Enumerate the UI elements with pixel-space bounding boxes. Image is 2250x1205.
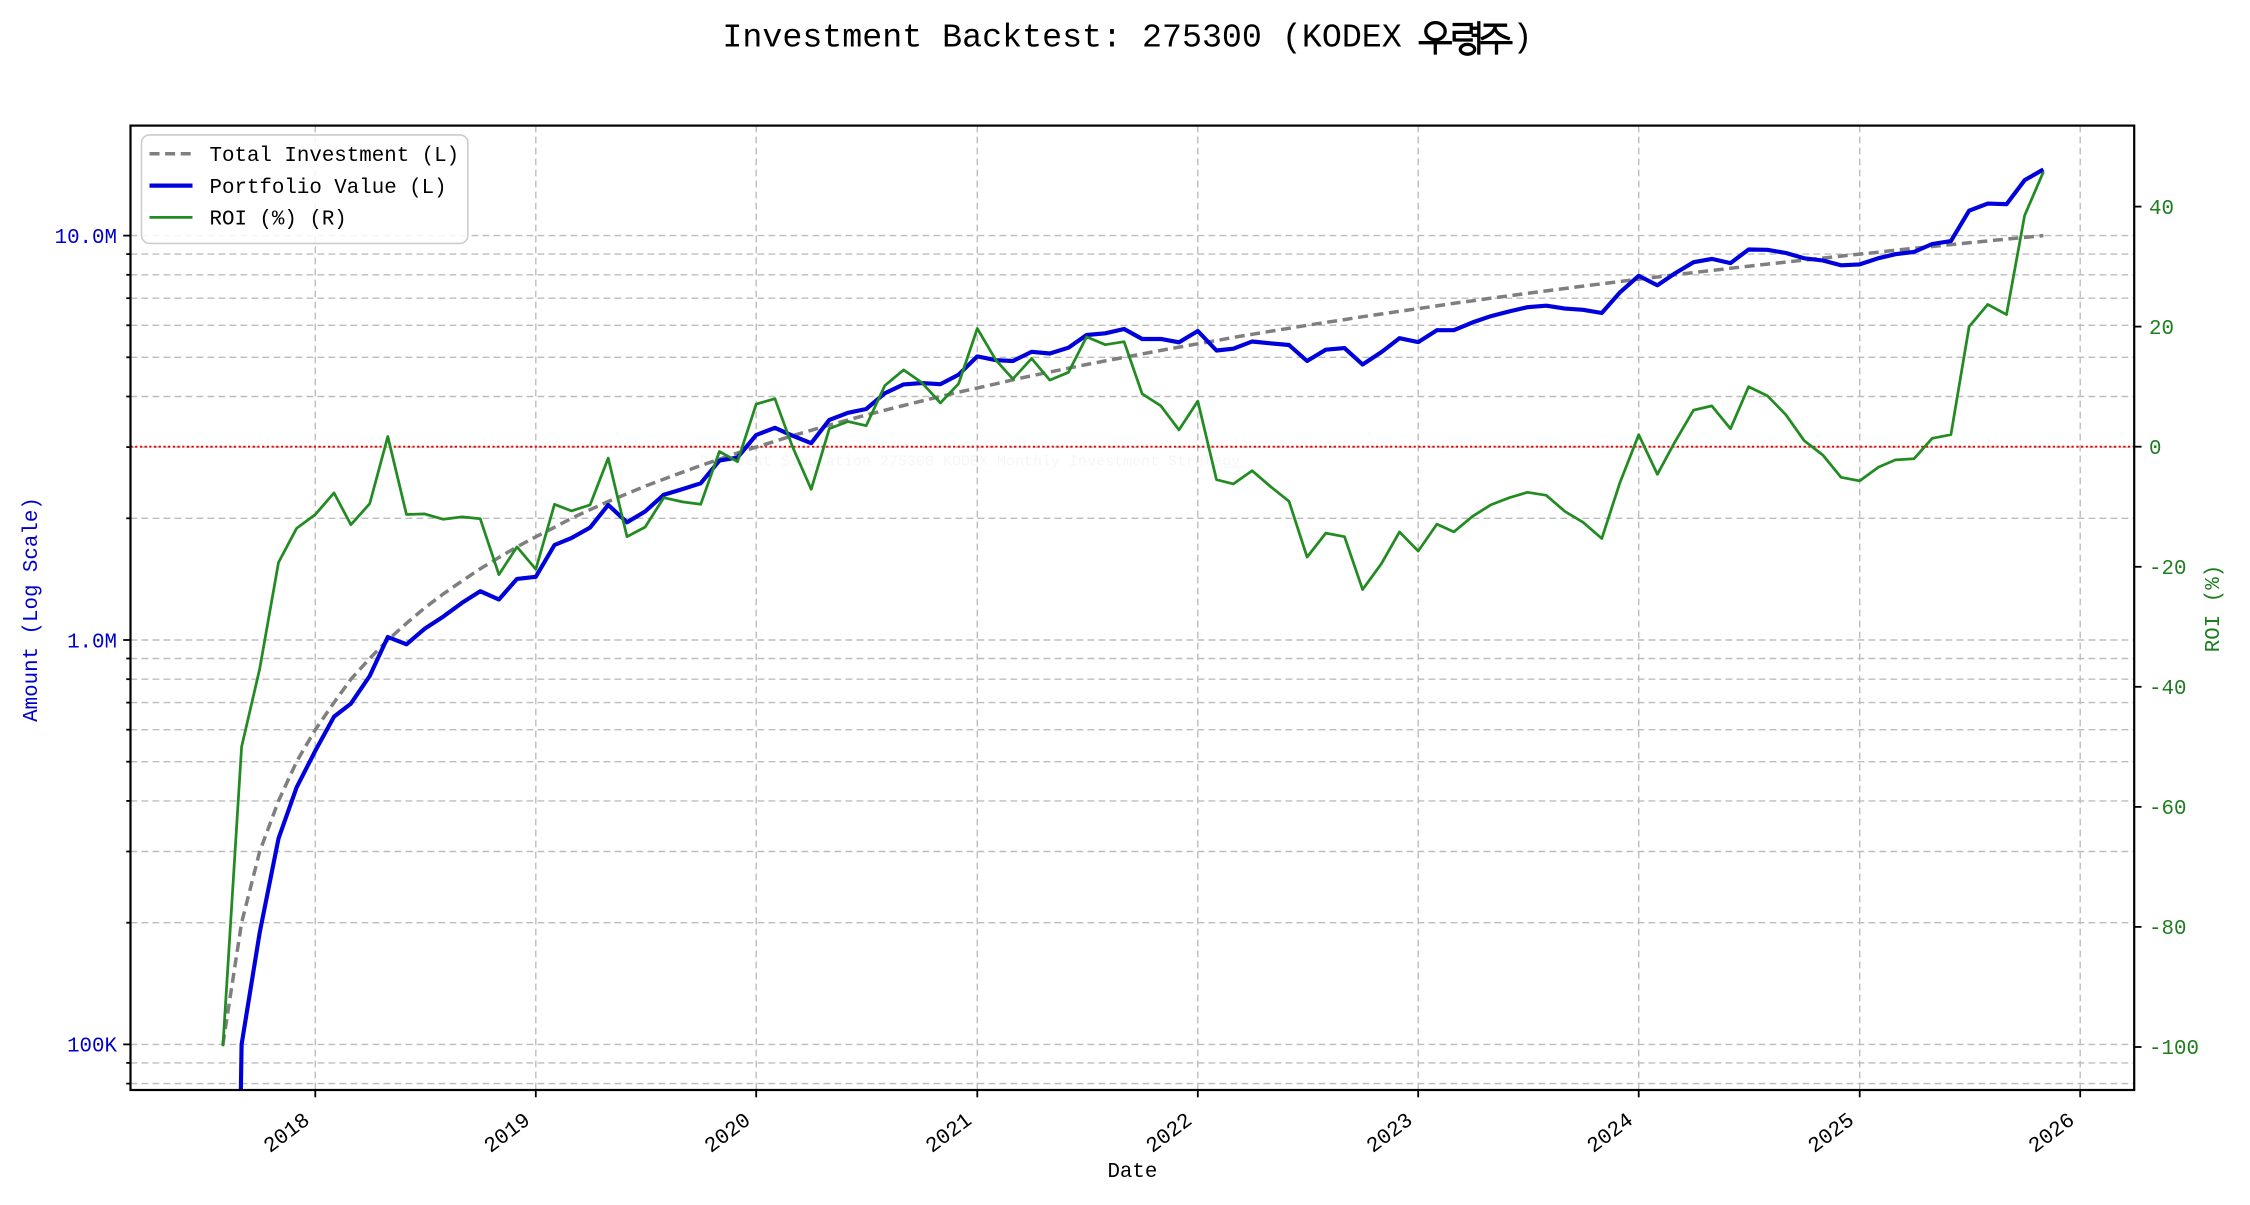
svg-text:20: 20 <box>2149 318 2174 341</box>
svg-text:Backtest Simulation 275300 KOD: Backtest Simulation 275300 KODEX Monthly… <box>700 454 1240 471</box>
svg-text:10.0M: 10.0M <box>55 227 117 250</box>
svg-text:-100: -100 <box>2149 1038 2199 1061</box>
svg-text:Portfolio Value (L): Portfolio Value (L) <box>210 177 447 200</box>
svg-text:40: 40 <box>2149 198 2174 221</box>
svg-text:100K: 100K <box>67 1036 117 1059</box>
svg-text:Amount (Log Scale): Amount (Log Scale) <box>21 497 44 722</box>
svg-text:Investment Backtest: 275300 (K: Investment Backtest: 275300 (KODEX <box>722 18 1401 56</box>
svg-text:-60: -60 <box>2149 798 2186 821</box>
svg-text:0: 0 <box>2149 438 2161 461</box>
svg-text:-20: -20 <box>2149 558 2186 581</box>
svg-text:1.0M: 1.0M <box>67 631 117 654</box>
svg-text:ROI (%) (R): ROI (%) (R) <box>210 209 347 232</box>
svg-text:Date: Date <box>1107 1161 1157 1184</box>
svg-text:): ) <box>1513 18 1533 56</box>
svg-text:-40: -40 <box>2149 678 2186 701</box>
svg-text:Total Investment (L): Total Investment (L) <box>210 145 460 168</box>
svg-text:ROI (%): ROI (%) <box>2203 565 2226 652</box>
svg-text:-80: -80 <box>2149 918 2186 941</box>
